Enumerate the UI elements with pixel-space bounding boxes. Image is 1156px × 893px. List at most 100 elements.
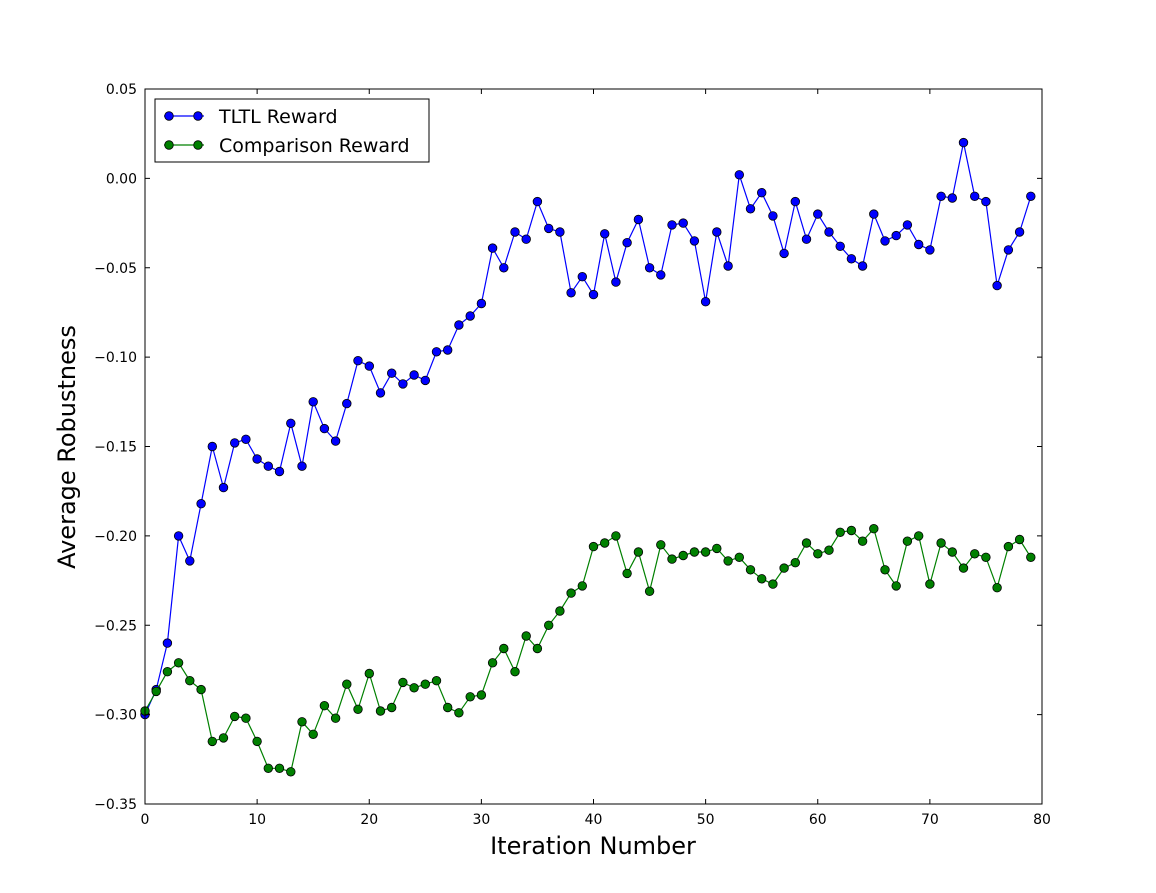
data-point-tltl-reward bbox=[678, 218, 688, 228]
data-point-comparison-reward bbox=[824, 545, 834, 555]
data-point-comparison-reward bbox=[678, 550, 688, 561]
data-point-tltl-reward bbox=[443, 345, 453, 355]
data-point-comparison-reward bbox=[768, 579, 778, 589]
x-tick-label: 20 bbox=[360, 812, 378, 828]
data-point-tltl-reward bbox=[958, 137, 969, 148]
data-point-comparison-reward bbox=[409, 683, 419, 693]
data-point-comparison-reward bbox=[308, 729, 318, 740]
y-tick-label: 0.00 bbox=[106, 171, 137, 187]
data-point-comparison-reward bbox=[981, 552, 991, 563]
data-point-comparison-reward bbox=[1003, 541, 1014, 552]
data-point-tltl-reward bbox=[723, 261, 733, 271]
data-point-tltl-reward bbox=[1014, 227, 1025, 237]
data-point-tltl-reward bbox=[757, 187, 767, 198]
x-tick-label: 50 bbox=[697, 812, 715, 828]
data-point-comparison-reward bbox=[263, 763, 274, 774]
data-point-comparison-reward bbox=[970, 549, 980, 559]
data-point-tltl-reward bbox=[857, 261, 868, 271]
data-point-tltl-reward bbox=[375, 388, 386, 398]
data-point-tltl-reward bbox=[633, 214, 644, 225]
data-point-comparison-reward bbox=[555, 606, 565, 616]
data-point-comparison-reward bbox=[544, 620, 554, 631]
data-point-comparison-reward bbox=[510, 667, 520, 677]
y-tick-label: 0.05 bbox=[106, 82, 137, 98]
legend-marker-tltl-reward bbox=[164, 111, 174, 121]
data-point-tltl-reward bbox=[196, 499, 206, 509]
x-axis-label: Iteration Number bbox=[490, 832, 696, 860]
data-point-tltl-reward bbox=[689, 236, 700, 246]
x-tick-label: 10 bbox=[248, 812, 266, 828]
plot-area bbox=[145, 89, 1042, 804]
data-point-comparison-reward bbox=[700, 547, 711, 557]
data-point-tltl-reward bbox=[600, 229, 610, 239]
data-point-comparison-reward bbox=[465, 692, 475, 702]
data-point-comparison-reward bbox=[880, 565, 890, 575]
data-point-comparison-reward bbox=[162, 667, 173, 677]
data-point-comparison-reward bbox=[914, 531, 924, 541]
data-point-tltl-reward bbox=[813, 209, 823, 219]
data-point-comparison-reward bbox=[846, 525, 857, 536]
data-point-comparison-reward bbox=[902, 536, 913, 546]
data-point-tltl-reward bbox=[207, 441, 218, 452]
data-point-comparison-reward bbox=[532, 643, 543, 654]
data-point-comparison-reward bbox=[588, 541, 599, 552]
data-point-tltl-reward bbox=[185, 556, 195, 566]
data-point-comparison-reward bbox=[577, 581, 588, 591]
data-point-tltl-reward bbox=[364, 361, 375, 371]
data-point-comparison-reward bbox=[229, 711, 240, 722]
data-point-comparison-reward bbox=[274, 763, 285, 774]
data-point-tltl-reward bbox=[544, 223, 554, 234]
data-point-tltl-reward bbox=[700, 297, 711, 307]
data-point-comparison-reward bbox=[667, 554, 677, 564]
data-point-tltl-reward bbox=[319, 423, 330, 434]
data-point-comparison-reward bbox=[173, 658, 184, 668]
data-point-comparison-reward bbox=[476, 690, 487, 700]
x-axis: 0 10 20 30 40 50 60 70 80 bbox=[141, 89, 1051, 828]
x-tick-label: 40 bbox=[585, 812, 603, 828]
data-point-tltl-reward bbox=[667, 220, 677, 230]
data-point-tltl-reward bbox=[1003, 245, 1014, 255]
data-point-comparison-reward bbox=[790, 558, 801, 568]
data-point-comparison-reward bbox=[443, 702, 453, 713]
data-point-tltl-reward bbox=[644, 263, 655, 273]
x-tick-label: 60 bbox=[809, 812, 827, 828]
data-point-tltl-reward bbox=[846, 254, 857, 264]
data-point-tltl-reward bbox=[387, 368, 397, 378]
data-point-comparison-reward bbox=[185, 676, 195, 686]
data-point-comparison-reward bbox=[947, 547, 958, 557]
data-point-comparison-reward bbox=[286, 767, 296, 777]
data-point-comparison-reward bbox=[454, 708, 464, 718]
data-point-comparison-reward bbox=[925, 579, 935, 589]
data-point-comparison-reward bbox=[342, 679, 352, 689]
data-point-comparison-reward bbox=[835, 527, 845, 538]
data-point-comparison-reward bbox=[499, 643, 509, 654]
data-point-comparison-reward bbox=[801, 538, 812, 548]
series-layer bbox=[140, 137, 1036, 777]
data-point-tltl-reward bbox=[353, 356, 363, 366]
data-point-comparison-reward bbox=[723, 556, 733, 566]
x-tick-label: 70 bbox=[921, 812, 939, 828]
data-point-comparison-reward bbox=[622, 568, 632, 579]
data-point-comparison-reward bbox=[196, 684, 206, 695]
data-point-tltl-reward bbox=[510, 227, 520, 237]
data-point-tltl-reward bbox=[745, 204, 756, 214]
data-point-tltl-reward bbox=[274, 466, 285, 477]
data-point-tltl-reward bbox=[790, 196, 801, 207]
legend-label-comparison-reward: Comparison Reward bbox=[219, 135, 410, 157]
data-point-tltl-reward bbox=[824, 227, 834, 237]
data-point-comparison-reward bbox=[1014, 534, 1025, 545]
data-point-comparison-reward bbox=[633, 547, 644, 557]
data-point-tltl-reward bbox=[801, 234, 812, 244]
data-point-comparison-reward bbox=[712, 543, 722, 554]
data-point-tltl-reward bbox=[734, 170, 745, 180]
data-point-comparison-reward bbox=[992, 583, 1002, 593]
data-point-comparison-reward bbox=[375, 706, 386, 716]
data-point-comparison-reward bbox=[656, 540, 666, 550]
data-point-tltl-reward bbox=[880, 236, 890, 246]
y-tick-label: −0.35 bbox=[94, 797, 137, 813]
y-axis: 0.05 0.00 −0.05 −0.10 −0.15 −0.20 −0.25 −0.30 −0… bbox=[94, 82, 1042, 813]
data-point-tltl-reward bbox=[297, 461, 307, 471]
legend: TLTL Reward Comparison Reward bbox=[154, 98, 430, 163]
data-point-tltl-reward bbox=[914, 239, 924, 250]
